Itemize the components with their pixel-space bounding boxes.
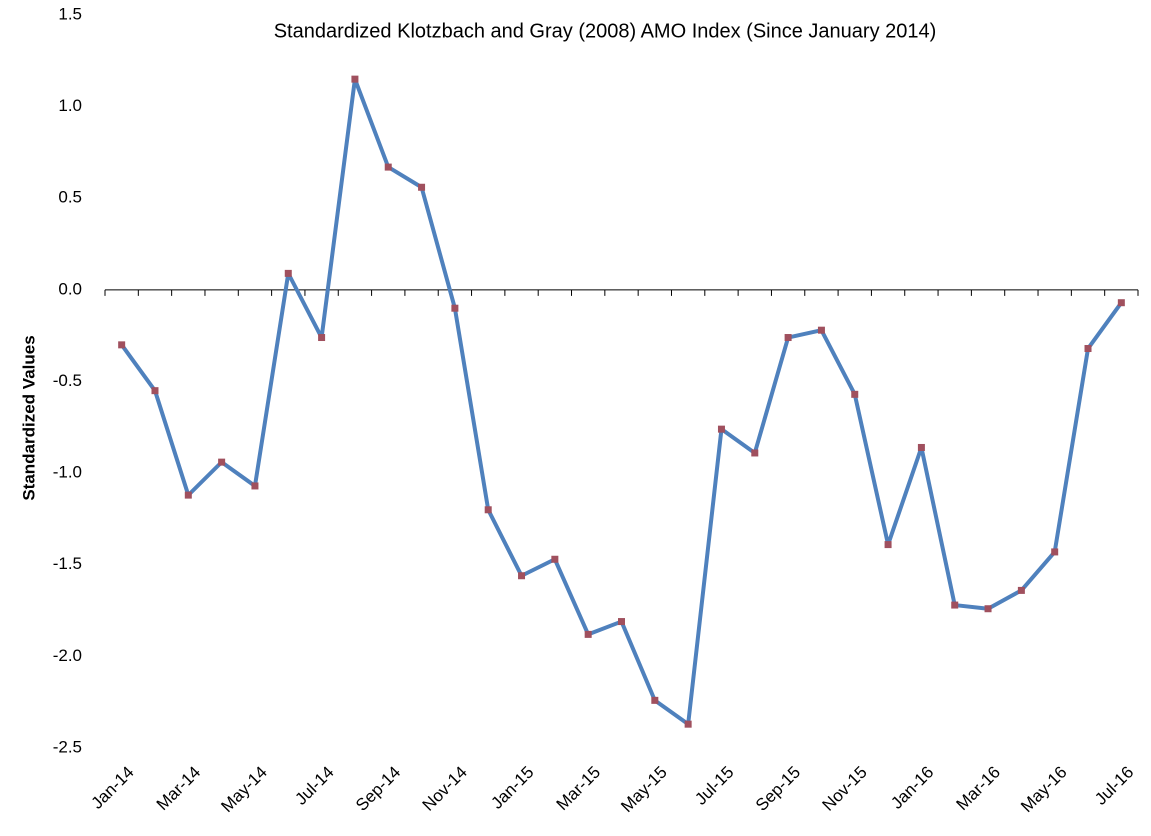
x-tick-label: Nov-14	[419, 763, 471, 815]
y-tick-label: -2.0	[53, 646, 82, 665]
data-point	[651, 696, 659, 704]
data-line	[120, 77, 1123, 727]
x-tick-label: Jul-15	[691, 763, 737, 809]
y-tick-label: 1.0	[58, 96, 82, 115]
data-point	[551, 555, 559, 563]
data-point	[384, 163, 392, 171]
x-tick-label: Sep-14	[352, 763, 404, 815]
x-tick-label: Jul-16	[1091, 763, 1137, 809]
x-tick-label: May-14	[217, 763, 271, 817]
x-tick-label: Jan-15	[487, 763, 537, 813]
data-point	[1084, 345, 1092, 353]
data-point	[684, 720, 692, 728]
data-point	[251, 482, 259, 490]
y-axis-title: Standardized Values	[19, 335, 38, 500]
data-point	[184, 491, 192, 499]
chart-title: Standardized Klotzbach and Gray (2008) A…	[274, 20, 937, 42]
data-point	[418, 183, 426, 191]
x-tick-label: Mar-14	[153, 763, 205, 815]
data-point	[584, 630, 592, 638]
y-tick-label: -1.5	[53, 554, 82, 573]
x-tick-label: Jan-14	[87, 763, 137, 813]
data-point	[218, 458, 226, 466]
x-tick-label: Mar-15	[553, 763, 605, 815]
data-point	[751, 449, 759, 457]
data-point	[1117, 299, 1125, 307]
x-tick-label: May-16	[1017, 763, 1071, 817]
data-point	[451, 304, 459, 312]
y-tick-label: -0.5	[53, 371, 82, 390]
x-tick-label: Sep-15	[752, 763, 804, 815]
x-tick-label: Jul-14	[291, 763, 337, 809]
y-tick-label: -2.5	[53, 737, 82, 756]
data-point	[284, 269, 292, 277]
data-point	[951, 601, 959, 609]
x-tick-label: Nov-15	[819, 763, 871, 815]
x-tick-label: Jan-16	[887, 763, 937, 813]
data-point	[151, 387, 159, 395]
data-point	[518, 572, 526, 580]
x-tick-label: May-15	[617, 763, 671, 817]
data-point	[484, 506, 492, 514]
data-point	[118, 341, 126, 349]
y-tick-label: -1.0	[53, 463, 82, 482]
data-point	[884, 541, 892, 549]
data-point	[618, 618, 625, 626]
data-point	[717, 425, 725, 433]
data-point	[1017, 586, 1025, 594]
data-point	[817, 326, 825, 334]
y-tick-label: 0.5	[58, 188, 82, 207]
data-point	[784, 334, 792, 342]
y-tick-label: 1.5	[58, 4, 82, 23]
y-tick-label: 0.0	[58, 279, 82, 298]
data-point	[917, 443, 925, 451]
data-point	[1051, 548, 1059, 556]
x-tick-label: Mar-16	[953, 763, 1005, 815]
data-point	[851, 390, 859, 398]
data-point	[318, 334, 326, 342]
data-point	[984, 605, 992, 613]
data-point	[351, 75, 359, 83]
